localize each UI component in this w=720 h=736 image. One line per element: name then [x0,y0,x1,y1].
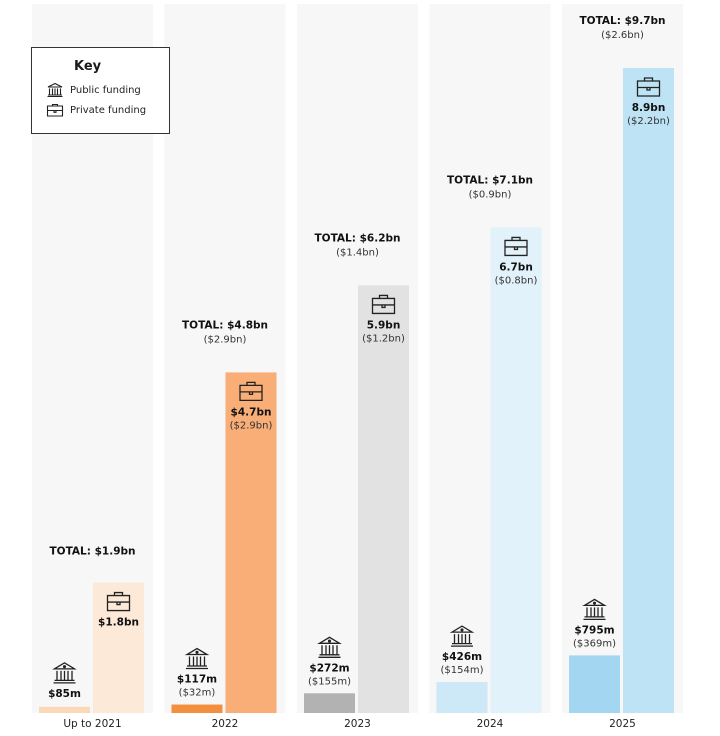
briefcase-icon [239,381,263,402]
year-tick-label: Up to 2021 [63,718,121,730]
briefcase-icon [636,77,661,97]
total-label: TOTAL: $9.7bn [579,15,665,27]
public-value-label: $85m [48,688,81,700]
private-value-label: $1.8bn [98,617,139,629]
briefcase-icon [371,294,396,315]
year-tick-label: 2024 [477,718,504,730]
year-tick-label: 2025 [609,718,636,730]
public-value-sublabel: ($369m) [573,638,616,649]
key-title: Key [74,59,102,74]
bar-public [436,682,488,713]
briefcase-icon [106,591,131,612]
private-value-sublabel: ($1.2bn) [362,333,405,344]
bar-public [569,655,620,713]
total-label: TOTAL: $6.2bn [314,232,400,244]
total-label: TOTAL: $1.9bn [49,546,135,558]
key-public-row: Public funding [46,81,141,99]
public-value-sublabel: ($32m) [179,688,216,699]
key-private-row: Private funding [46,101,146,119]
bank-icon [449,625,475,647]
total-sublabel: ($2.9bn) [204,334,247,345]
public-value-label: $117m [177,674,217,686]
bank-icon [317,636,342,658]
year-tick-label: 2022 [212,718,239,730]
briefcase-icon [46,103,64,117]
bank-icon [52,662,77,684]
bar-private [225,372,277,713]
total-sublabel: ($1.4bn) [336,247,379,258]
public-value-sublabel: ($155m) [308,676,351,687]
bank-icon [582,598,607,621]
key-private-label: Private funding [70,104,147,116]
private-value-label: 8.9bn [632,102,666,114]
bank-icon [47,82,63,98]
bar-public [304,693,355,713]
bar-public [171,704,223,713]
private-value-sublabel: ($0.8bn) [495,275,538,286]
legend-key: Key Public funding Private funding [31,47,170,134]
total-label: TOTAL: $7.1bn [447,174,533,186]
public-value-label: $426m [442,651,482,663]
bar-private [490,227,542,713]
private-value-label: 5.9bn [367,319,401,331]
public-value-label: $272m [309,662,349,674]
bar-public [39,706,90,713]
total-sublabel: ($0.9bn) [469,189,512,200]
private-value-sublabel: ($2.2bn) [627,116,670,127]
bank-icon [184,647,210,670]
key-public-label: Public funding [70,84,141,96]
private-value-label: $4.7bn [231,406,272,418]
private-value-label: 6.7bn [499,261,533,273]
total-label: TOTAL: $4.8bn [182,319,268,331]
public-value-sublabel: ($154m) [441,665,484,676]
bar-private [358,285,409,713]
year-tick-label: 2023 [344,718,371,730]
total-sublabel: ($2.6bn) [601,30,644,41]
private-value-sublabel: ($2.9bn) [230,420,273,431]
briefcase-icon [504,236,528,257]
public-value-label: $795m [574,624,614,636]
bar-private [623,68,674,713]
